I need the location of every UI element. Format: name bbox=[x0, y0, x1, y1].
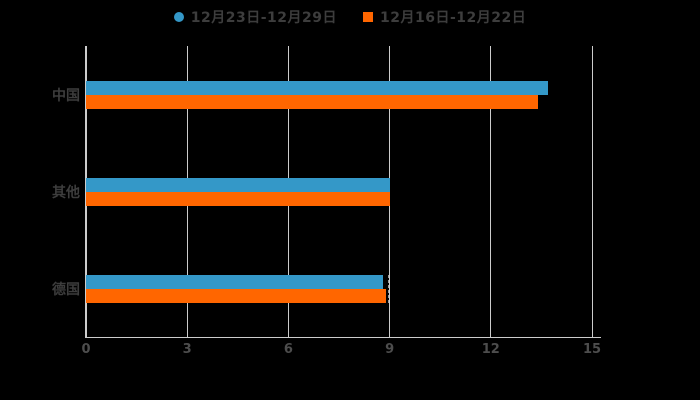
bar-series1-cat2 bbox=[86, 288, 387, 303]
y-axis-labels: 中国 其他 德国 bbox=[0, 46, 80, 337]
bar-series1-cat0 bbox=[86, 94, 539, 109]
y-axis-line bbox=[85, 46, 86, 337]
x-axis-tick-label: 12 bbox=[481, 342, 500, 357]
legend-item-label: 12月16日-12月22日 bbox=[380, 10, 527, 26]
bar-series0-cat1 bbox=[86, 177, 390, 192]
x-axis-tick-label: 3 bbox=[182, 342, 192, 357]
y-axis-label: 德国 bbox=[52, 281, 80, 298]
x-axis-tick-label: 0 bbox=[81, 342, 91, 357]
y-axis-label: 其他 bbox=[52, 184, 80, 201]
x-axis-tick-label: 15 bbox=[582, 342, 602, 357]
legend-circle-marker-icon bbox=[173, 12, 184, 22]
legend-item-dec23-29[interactable]: 12月23日-12月29日 bbox=[173, 7, 337, 27]
plot-area bbox=[85, 46, 593, 337]
legend-square-marker-icon bbox=[363, 12, 373, 22]
legend-item-label: 12月23日-12月29日 bbox=[190, 10, 337, 26]
bar-series0-cat0 bbox=[86, 80, 549, 95]
legend-item-dec16-22[interactable]: 12月16日-12月22日 bbox=[363, 7, 526, 27]
gridline bbox=[389, 46, 391, 337]
x-axis-line bbox=[85, 337, 601, 338]
bar-series1-cat1 bbox=[86, 191, 390, 206]
gridline bbox=[490, 46, 492, 337]
dashed-value-marker bbox=[387, 274, 389, 303]
y-axis-label: 中国 bbox=[52, 87, 80, 104]
legend: 12月23日-12月29日 12月16日-12月22日 bbox=[0, 7, 700, 27]
x-axis-tick-label: 9 bbox=[385, 342, 395, 357]
bar-series0-cat2 bbox=[86, 274, 383, 289]
x-axis-tick-label: 6 bbox=[283, 342, 293, 357]
gridline bbox=[591, 46, 593, 337]
x-axis-tick-labels: 0 3 6 9 12 15 bbox=[0, 342, 700, 360]
